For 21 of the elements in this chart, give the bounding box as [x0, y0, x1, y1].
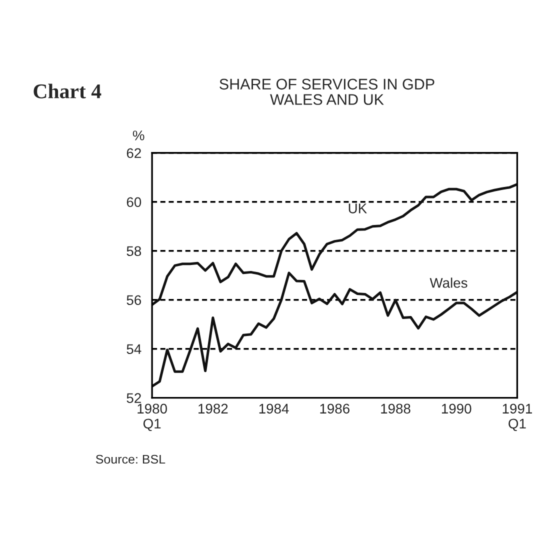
x-tick-label: 1990 [442, 404, 472, 414]
series-label: Wales [430, 278, 468, 288]
x-tick-label: 1980 Q1 [138, 404, 167, 432]
y-tick-label: 60 [126, 197, 142, 208]
line-series [152, 182, 518, 306]
line-series [152, 272, 518, 388]
x-tick-label: 1991 Q1 [502, 404, 532, 432]
series-label: UK [348, 204, 367, 214]
x-tick-label: 1982 [198, 404, 228, 414]
y-tick-label: 52 [126, 393, 141, 404]
source-note: Source: BSL [96, 454, 166, 464]
y-axis-title: % [132, 130, 144, 140]
y-tick-label: 54 [126, 344, 142, 354]
chart-title: Chart 4 [34, 84, 102, 98]
x-tick-label: 1988 [381, 404, 410, 414]
x-tick-label: 1984 [259, 404, 289, 414]
y-tick-label: 56 [126, 295, 142, 306]
x-tick-label: 1986 [320, 404, 350, 414]
chart-subtitle: SHARE OF SERVICES IN GDP WALES AND UK [220, 78, 434, 105]
y-tick-label: 62 [126, 148, 141, 158]
y-tick-label: 58 [126, 246, 142, 256]
